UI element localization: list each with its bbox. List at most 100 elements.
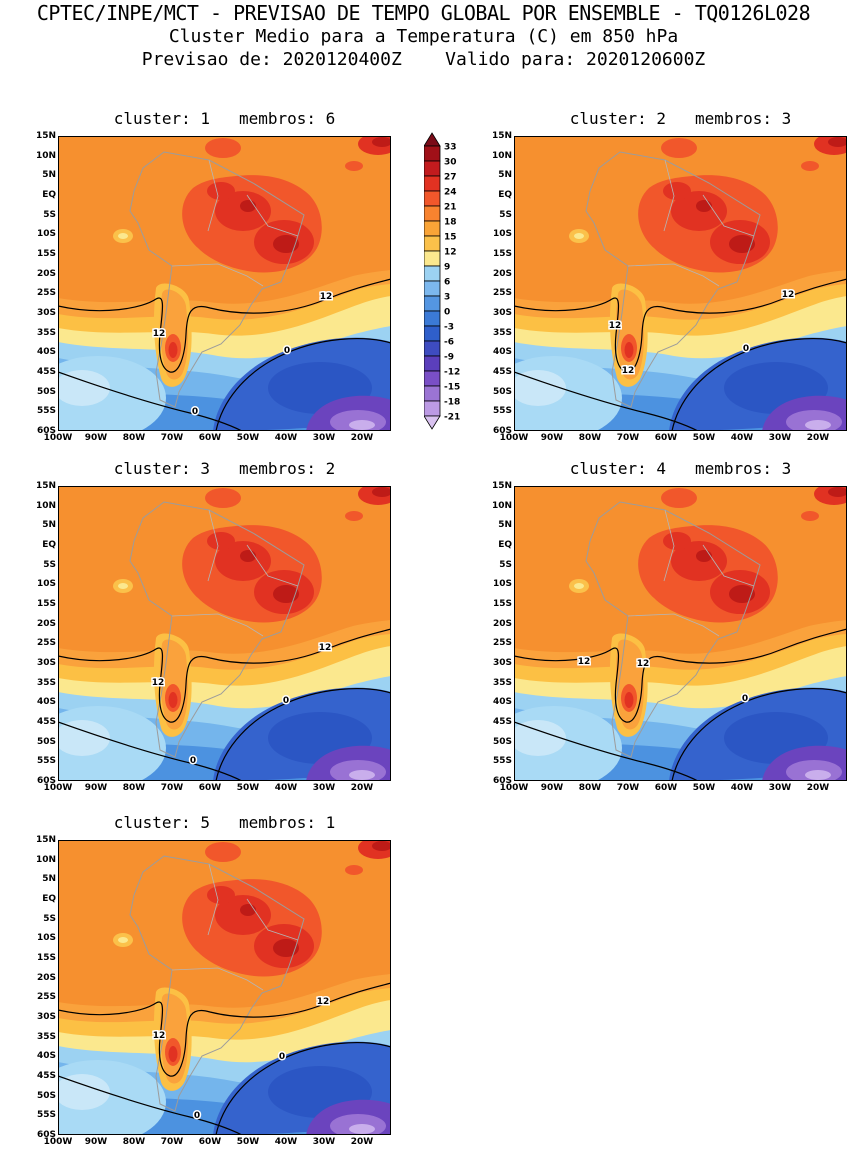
lat-tick-label: 10N xyxy=(36,500,57,511)
lat-tick-label: 60S xyxy=(36,1130,56,1140)
contour-label: 12 xyxy=(153,329,166,339)
lat-tick-label: 60S xyxy=(36,426,56,436)
lat-tick-label: 50S xyxy=(36,386,56,397)
lat-tick-label: 55S xyxy=(36,406,56,417)
lon-tick-label: 50W xyxy=(692,783,716,793)
lat-tick-label: 30S xyxy=(492,658,512,668)
lat-tick-label: 5N xyxy=(42,520,56,531)
lat-tick-label: 15S xyxy=(36,953,56,963)
map-wrap: 12 12 0 0 xyxy=(30,133,398,440)
colorbar-arrow-down xyxy=(423,415,441,430)
lon-tick-label: 70W xyxy=(160,1137,184,1147)
lon-tick-label: 80W xyxy=(122,783,146,793)
lat-tick-label: 35S xyxy=(36,1031,56,1042)
contour-label: 12 xyxy=(578,657,591,667)
lat-tick-label: 35S xyxy=(36,677,56,688)
lon-tick-label: 50W xyxy=(236,783,260,793)
lon-tick-label: 70W xyxy=(160,783,184,793)
lon-tick-label: 70W xyxy=(616,783,640,793)
temperature-map-cluster-5: 12 12 0 0 xyxy=(30,837,398,1144)
lat-tick-label: 60S xyxy=(492,426,512,436)
map-wrap: 12 12 0 xyxy=(486,483,847,790)
lon-tick-label: 40W xyxy=(730,783,754,793)
contour-label: 0 xyxy=(192,407,198,417)
contour-label: 0 xyxy=(283,696,289,706)
lon-tick-label: 100W xyxy=(43,1137,73,1147)
colorbar-swatch xyxy=(423,385,441,402)
lon-tick-label: 100W xyxy=(43,783,73,793)
lon-tick-label: 30W xyxy=(312,433,336,443)
colorbar-level-label: 6 xyxy=(444,278,450,288)
lat-tick-label: 15N xyxy=(492,131,513,141)
lat-tick-label: 15N xyxy=(36,131,57,141)
map-wrap: 12 12 0 0 xyxy=(30,483,398,790)
lat-tick-label: 10S xyxy=(36,579,56,590)
lat-tick-label: 15N xyxy=(36,481,57,491)
lon-tick-label: 50W xyxy=(692,433,716,443)
cluster-panel-5: cluster: 5 membros: 1 15N 10N 5N EQ 5S 10S 15S 2… xyxy=(30,810,398,1150)
lat-tick-label: 15S xyxy=(492,599,512,609)
colorbar-swatch xyxy=(423,145,441,162)
colorbar-level-label: -21 xyxy=(444,413,460,423)
lat-tick-label: 55S xyxy=(492,756,512,767)
lon-tick-label: 20W xyxy=(806,433,830,443)
colorbar-swatch xyxy=(423,235,441,252)
contour-label: 12 xyxy=(153,1031,166,1041)
contour-label: 12 xyxy=(320,292,333,302)
lat-tick-label: 25S xyxy=(492,288,512,299)
lat-tick-label: 35S xyxy=(492,677,512,688)
contour-label: 0 xyxy=(742,694,748,704)
lat-tick-label: EQ xyxy=(498,540,512,550)
lat-tick-label: 15S xyxy=(492,249,512,259)
lon-tick-label: 30W xyxy=(768,783,792,793)
lat-tick-label: 20S xyxy=(492,618,512,629)
panel-title: cluster: 4 membros: 3 xyxy=(569,459,792,478)
colorbar-swatch xyxy=(423,265,441,282)
lon-tick-label: 90W xyxy=(84,783,108,793)
colorbar-swatch xyxy=(423,400,441,417)
colorbar-level-label: -12 xyxy=(444,368,460,378)
contour-label: 12 xyxy=(609,321,622,331)
lat-tick-label: 45S xyxy=(492,367,512,377)
lat-tick-label: 5S xyxy=(43,209,56,220)
colorbar-swatch xyxy=(423,325,441,342)
colorbar-swatch xyxy=(423,355,441,372)
lon-tick-label: 100W xyxy=(43,433,73,443)
lat-tick-label: 15S xyxy=(36,249,56,259)
contour-label: 0 xyxy=(284,346,290,356)
lon-tick-label: 80W xyxy=(122,1137,146,1147)
lon-tick-label: 90W xyxy=(84,1137,108,1147)
panel-title: cluster: 3 membros: 2 xyxy=(113,459,336,478)
colorbar-level-label: 15 xyxy=(444,233,457,243)
lon-tick-label: 50W xyxy=(236,1137,260,1147)
lon-tick-label: 60W xyxy=(198,433,222,443)
lon-tick-label: 40W xyxy=(274,1137,298,1147)
lat-tick-label: 10S xyxy=(492,229,512,240)
lat-tick-label: 15S xyxy=(36,599,56,609)
lat-tick-label: 10S xyxy=(36,229,56,240)
lon-tick-label: 60W xyxy=(198,783,222,793)
lon-tick-label: 30W xyxy=(312,1137,336,1147)
colorbar-swatch xyxy=(423,220,441,237)
colorbar-level-label: -3 xyxy=(444,323,454,333)
lat-tick-label: 25S xyxy=(36,288,56,299)
figure-subtitle: Cluster Medio para a Temperatura (C) em … xyxy=(168,26,679,47)
lon-tick-label: 70W xyxy=(160,433,184,443)
figure-validity-line: Previsao de: 2020120400Z Valido para: 20… xyxy=(141,49,706,70)
colorbar-level-label: 21 xyxy=(444,203,457,213)
lat-tick-label: 5N xyxy=(498,520,512,531)
lon-tick-label: 90W xyxy=(84,433,108,443)
colorbar-swatch xyxy=(423,175,441,192)
temperature-map-cluster-4: 12 12 0 xyxy=(486,483,847,790)
colorbar-level-label: 9 xyxy=(444,263,450,273)
lon-tick-label: 80W xyxy=(578,783,602,793)
lat-tick-label: EQ xyxy=(42,894,56,904)
lat-tick-label: 30S xyxy=(492,308,512,318)
lat-tick-label: 10S xyxy=(36,933,56,944)
lon-tick-label: 60W xyxy=(198,1137,222,1147)
cluster-panel-4: cluster: 4 membros: 3 15N 10N 5N EQ 5S 10S 15S 2… xyxy=(486,456,847,796)
colorbar-swatch xyxy=(423,190,441,207)
lon-tick-label: 70W xyxy=(616,433,640,443)
lon-tick-label: 50W xyxy=(236,433,260,443)
